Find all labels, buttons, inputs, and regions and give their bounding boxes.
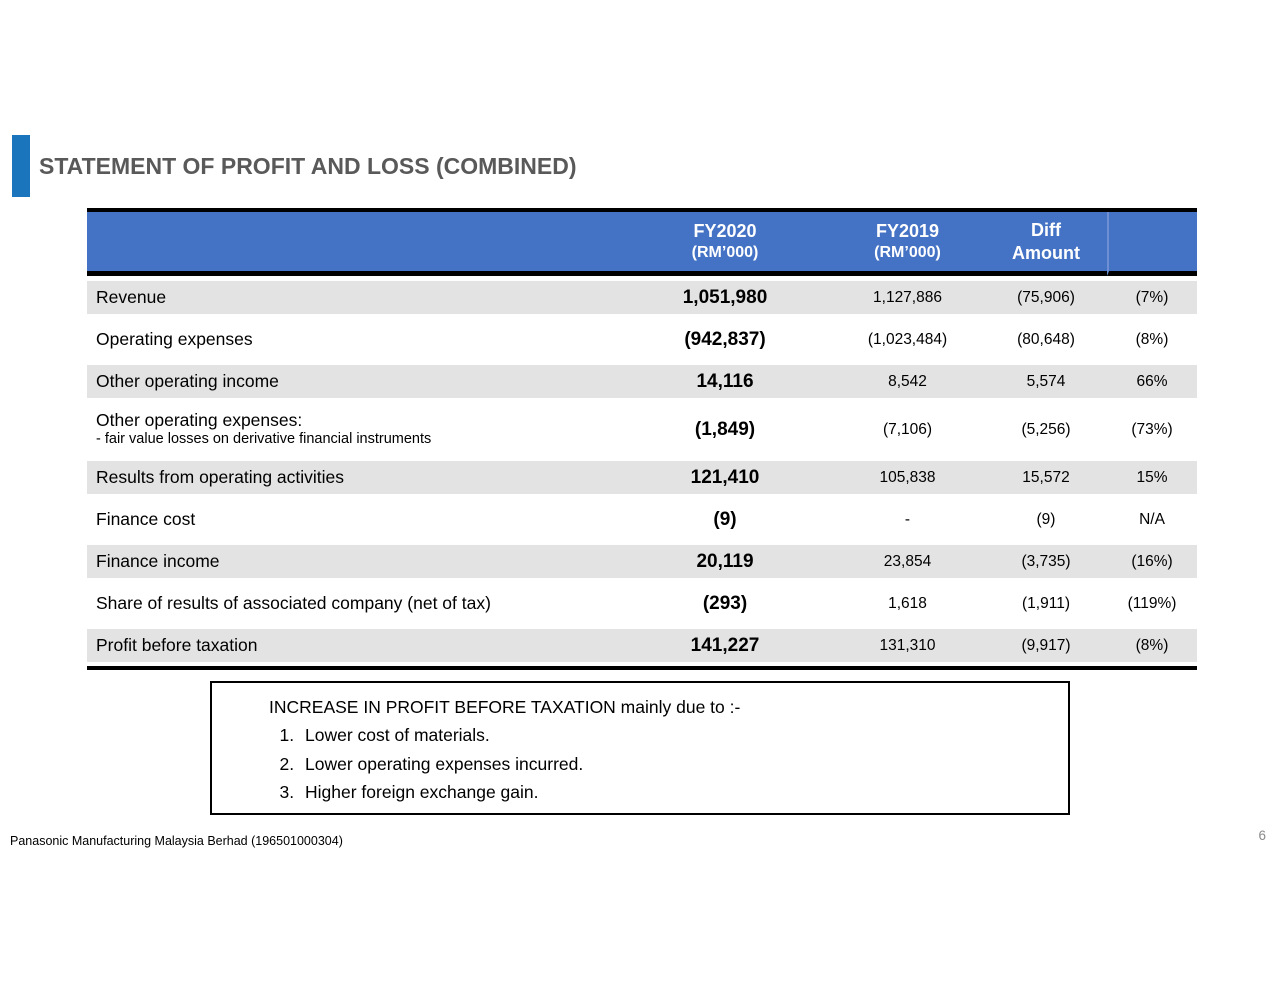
- cell-diff: (9): [985, 498, 1107, 540]
- note-heading: INCREASE IN PROFIT BEFORE TAXATION mainl…: [269, 697, 741, 717]
- cell-fy2020: 1,051,980: [620, 276, 830, 318]
- cell-fy2020: (293): [620, 582, 830, 624]
- header-fy2019-units: (RM’000): [874, 243, 941, 261]
- cell-fy2019: 1,127,886: [830, 276, 985, 318]
- row-label: Operating expenses: [87, 318, 620, 360]
- note-list-item: Lower cost of materials.: [299, 721, 1048, 750]
- increase-in-profit-note-box: INCREASE IN PROFIT BEFORE TAXATION mainl…: [210, 681, 1070, 815]
- title-bar: STATEMENT OF PROFIT AND LOSS (COMBINED): [12, 135, 577, 197]
- cell-diff: (80,648): [985, 318, 1107, 360]
- cell-diff: (5,256): [985, 402, 1107, 456]
- header-cell-fy2019: FY2019 (RM’000): [830, 212, 985, 276]
- table-header-row: FY2020 (RM’000) FY2019 (RM’000) Diff Amo…: [87, 212, 1197, 276]
- cell-fy2020: (9): [620, 498, 830, 540]
- cell-fy2020: 20,119: [620, 540, 830, 582]
- cell-percent: 66%: [1107, 360, 1197, 402]
- row-label: Revenue: [87, 276, 620, 318]
- cell-fy2020: 141,227: [620, 624, 830, 666]
- row-label-sub: - fair value losses on derivative financ…: [96, 431, 432, 448]
- cell-fy2019: 131,310: [830, 624, 985, 666]
- cell-fy2019: -: [830, 498, 985, 540]
- row-label: Results from operating activities: [87, 456, 620, 498]
- cell-fy2020: 14,116: [620, 360, 830, 402]
- cell-fy2019: (7,106): [830, 402, 985, 456]
- cell-percent: (7%): [1107, 276, 1197, 318]
- cell-diff: (9,917): [985, 624, 1107, 666]
- cell-fy2019: (1,023,484): [830, 318, 985, 360]
- header-cell-diff-amount: Diff Amount: [985, 212, 1107, 276]
- cell-fy2019: 105,838: [830, 456, 985, 498]
- row-label: Profit before taxation: [87, 624, 620, 666]
- table-row-results-from-operating-activities: Results from operating activities 121,41…: [87, 456, 1197, 498]
- cell-fy2020: (942,837): [620, 318, 830, 360]
- row-label: Finance cost: [87, 498, 620, 540]
- header-diff-line2: Amount: [1012, 242, 1080, 263]
- page-number: 6: [1258, 828, 1266, 843]
- cell-percent: (119%): [1107, 582, 1197, 624]
- table-row-operating-expenses: Operating expenses (942,837) (1,023,484)…: [87, 318, 1197, 360]
- table-row-other-operating-expenses: Other operating expenses: - fair value l…: [87, 402, 1197, 456]
- header-fy2019-year: FY2019: [875, 221, 940, 242]
- cell-percent: (73%): [1107, 402, 1197, 456]
- table-row-revenue: Revenue 1,051,980 1,127,886 (75,906) (7%…: [87, 276, 1197, 318]
- header-fy2020-units: (RM’000): [691, 243, 759, 261]
- table-row-finance-cost: Finance cost (9) - (9) N/A: [87, 498, 1197, 540]
- row-label-main: Other operating expenses:: [96, 410, 303, 431]
- cell-percent: (8%): [1107, 624, 1197, 666]
- cell-fy2019: 8,542: [830, 360, 985, 402]
- profit-loss-table: FY2020 (RM’000) FY2019 (RM’000) Diff Amo…: [87, 208, 1197, 670]
- table-row-profit-before-taxation: Profit before taxation 141,227 131,310 (…: [87, 624, 1197, 666]
- company-footer: Panasonic Manufacturing Malaysia Berhad …: [10, 834, 343, 848]
- row-label: Other operating expenses: - fair value l…: [87, 402, 620, 456]
- header-cell-label: [87, 212, 620, 276]
- row-label: Finance income: [87, 540, 620, 582]
- cell-percent: (8%): [1107, 318, 1197, 360]
- cell-fy2020: (1,849): [620, 402, 830, 456]
- note-list-item: Higher foreign exchange gain.: [299, 778, 1048, 807]
- cell-fy2019: 1,618: [830, 582, 985, 624]
- note-list: Lower cost of materials. Lower operating…: [299, 721, 1048, 807]
- table-row-other-operating-income: Other operating income 14,116 8,542 5,57…: [87, 360, 1197, 402]
- row-label: Share of results of associated company (…: [87, 582, 620, 624]
- header-cell-percent: [1107, 212, 1197, 276]
- title-accent-bar: [12, 135, 30, 197]
- page-title: STATEMENT OF PROFIT AND LOSS (COMBINED): [39, 152, 577, 179]
- table-row-share-of-results-associated-company: Share of results of associated company (…: [87, 582, 1197, 624]
- cell-diff: 5,574: [985, 360, 1107, 402]
- cell-diff: 15,572: [985, 456, 1107, 498]
- cell-fy2020: 121,410: [620, 456, 830, 498]
- profit-loss-table-container: FY2020 (RM’000) FY2019 (RM’000) Diff Amo…: [87, 208, 1197, 670]
- row-label: Other operating income: [87, 360, 620, 402]
- header-cell-fy2020: FY2020 (RM’000): [620, 212, 830, 276]
- cell-diff: (3,735): [985, 540, 1107, 582]
- cell-percent: 15%: [1107, 456, 1197, 498]
- note-list-item: Lower operating expenses incurred.: [299, 750, 1048, 779]
- header-fy2020-year: FY2020: [693, 221, 757, 242]
- header-diff-line1: Diff: [1031, 220, 1061, 240]
- cell-percent: N/A: [1107, 498, 1197, 540]
- cell-percent: (16%): [1107, 540, 1197, 582]
- table-row-finance-income: Finance income 20,119 23,854 (3,735) (16…: [87, 540, 1197, 582]
- cell-fy2019: 23,854: [830, 540, 985, 582]
- cell-diff: (75,906): [985, 276, 1107, 318]
- cell-diff: (1,911): [985, 582, 1107, 624]
